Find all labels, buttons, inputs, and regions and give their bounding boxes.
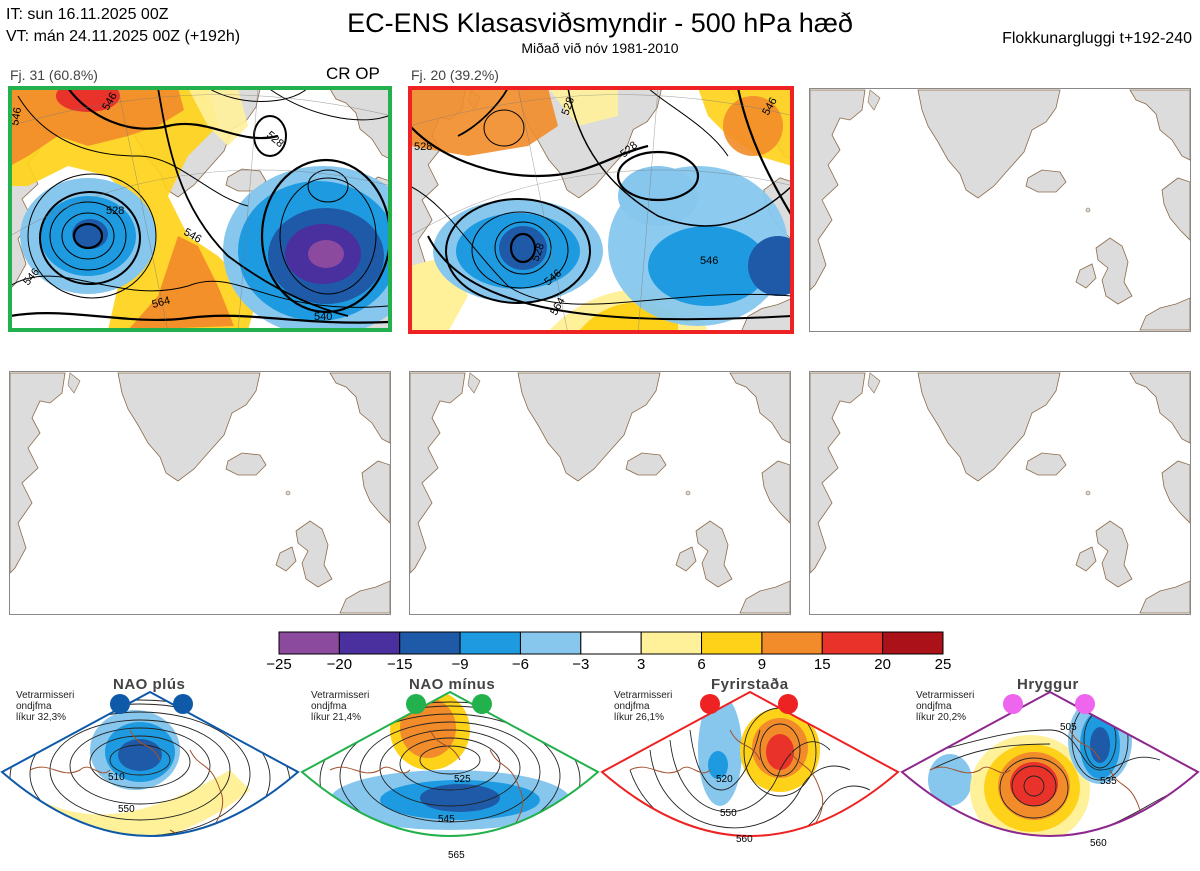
cluster-map-1: 546 546 528 528 546 564 540 546 xyxy=(8,86,392,332)
colorbar-swatch xyxy=(761,631,823,655)
contour-label: 564 xyxy=(151,295,172,311)
classification-window: Flokkunargluggi t+192-240 xyxy=(1002,30,1192,47)
regime-dot xyxy=(700,694,720,714)
empty-map-3 xyxy=(809,88,1191,332)
regime-contour-label: 520 xyxy=(716,774,733,785)
colorbar-tick-label: 3 xyxy=(637,656,646,673)
colorbar-swatch xyxy=(640,631,703,655)
regime-note-ridge: Vetrarmisseri ondjfma líkur 20,2% xyxy=(916,690,975,723)
colorbar-tick-label: −20 xyxy=(326,656,353,673)
regime-map-nao-plus: 510 550 xyxy=(0,690,300,837)
regime-note-nao-minus: Vetrarmisseri ondjfma líkur 21,4% xyxy=(311,690,370,723)
contour-label: 528 xyxy=(560,96,578,117)
colorbar-swatch xyxy=(459,631,521,655)
empty-map-6 xyxy=(809,371,1191,615)
cluster-map-2: 528 528 528 528 546 564 546 546 xyxy=(408,86,794,334)
panel-1-border xyxy=(8,86,392,332)
page-title: EC-ENS Klasasviðsmyndir - 500 hPa hæð xyxy=(347,8,853,38)
colorbar-tick-label: −15 xyxy=(386,656,413,673)
regime-dot xyxy=(778,694,798,714)
colorbar-tick-label: 20 xyxy=(874,656,891,673)
regime-dot xyxy=(1075,694,1095,714)
regime-dot xyxy=(173,694,193,714)
regime-contour-label: 505 xyxy=(1060,722,1077,733)
colorbar-tick-label: 25 xyxy=(934,656,952,673)
contour-label: 528 xyxy=(106,205,124,217)
contour-label: 528 xyxy=(530,242,548,263)
regime-contour-label: 565 xyxy=(448,850,465,861)
colorbar-tick-label: 6 xyxy=(697,656,706,673)
colorbar-tick-label: −6 xyxy=(511,656,529,673)
contour-label: 540 xyxy=(314,311,332,323)
regime-map-ridge: 505 535 560 xyxy=(900,690,1200,849)
colorbar-swatch xyxy=(882,631,944,655)
regime-title-ridge: Hryggur xyxy=(1017,676,1079,693)
colorbar-swatch xyxy=(701,631,763,655)
colorbar-swatch xyxy=(580,631,642,655)
regime-contour-label: 550 xyxy=(118,804,135,815)
colorbar-swatch xyxy=(338,631,401,655)
regime-dot xyxy=(1003,694,1023,714)
regime-title-nao-minus: NAO mínus xyxy=(409,676,496,693)
empty-map-4 xyxy=(9,371,391,615)
regime-contour-label: 560 xyxy=(736,834,753,845)
panel-2-label: Fj. 20 (39.2%) xyxy=(411,67,499,83)
regime-note-nao-plus: Vetrarmisseri ondjfma líkur 32,3% xyxy=(16,690,75,723)
run-info: IT: sun 16.11.2025 00Z VT: mán 24.11.202… xyxy=(6,4,240,48)
colorbar-tick-label: 9 xyxy=(757,656,767,673)
regime-dot xyxy=(472,694,492,714)
regime-map-nao-minus: 525 545 565 xyxy=(300,690,600,861)
regime-title-nao-plus: NAO plús xyxy=(113,676,186,693)
colorbar-tick-label: −3 xyxy=(572,656,590,673)
colorbar-swatch xyxy=(821,631,884,655)
colorbar-tick-label: 15 xyxy=(813,656,831,673)
regime-contour-label: 510 xyxy=(108,772,125,783)
regime-contour-label: 560 xyxy=(1090,838,1107,849)
regime-title-blocking: Fyrirstaða xyxy=(711,676,789,693)
contour-label: 528 xyxy=(414,141,432,153)
regime-contour-label: 545 xyxy=(438,814,455,825)
regime-map-blocking: 520 550 560 xyxy=(600,690,900,845)
regime-contour-label: 525 xyxy=(454,774,471,785)
empty-map-5 xyxy=(409,371,791,615)
colorbar-swatch xyxy=(399,631,461,655)
regime-dot xyxy=(110,694,130,714)
panel-1-tag: CR OP xyxy=(326,64,380,83)
init-time: IT: sun 16.11.2025 00Z xyxy=(6,6,169,23)
colorbar-swatch xyxy=(278,631,340,655)
contour-label: 546 xyxy=(700,255,718,267)
contour-label: 546 xyxy=(9,106,24,126)
colorbar-tick-label: −25 xyxy=(266,656,292,673)
regime-dot xyxy=(406,694,426,714)
regime-contour-label: 535 xyxy=(1100,776,1117,787)
panel-1-label: Fj. 31 (60.8%) xyxy=(10,67,98,83)
panel-2-border xyxy=(408,86,794,334)
colorbar-tick-label: −9 xyxy=(451,656,469,673)
page-subtitle: Miðað við nóv 1981-2010 xyxy=(521,40,679,56)
colorbar-swatch xyxy=(519,631,582,655)
regime-note-blocking: Vetrarmisseri ondjfma líkur 26,1% xyxy=(614,690,673,723)
anomaly-colorbar xyxy=(278,631,944,655)
regime-contour-label: 550 xyxy=(720,808,737,819)
valid-time: VT: mán 24.11.2025 00Z (+192h) xyxy=(6,28,241,45)
